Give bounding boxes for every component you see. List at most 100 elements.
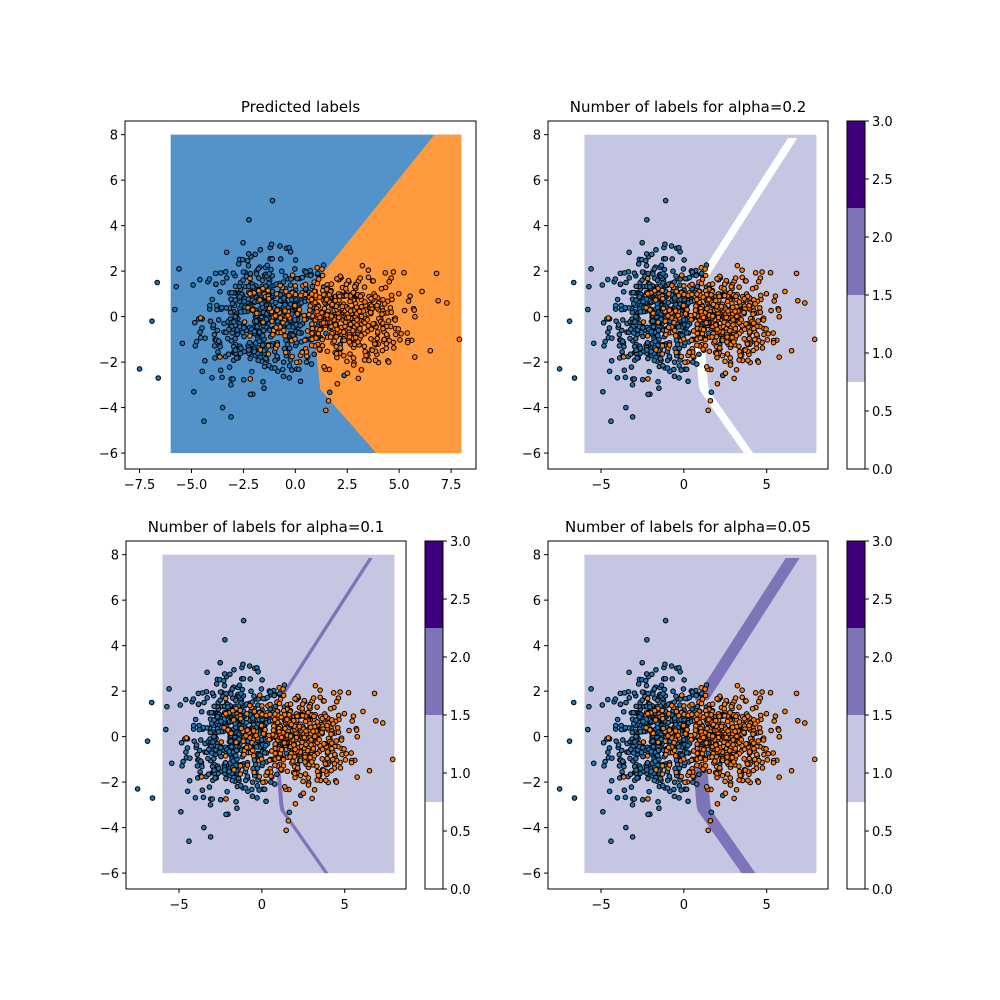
point-class-1 [321, 305, 328, 312]
point-class-0 [678, 787, 684, 793]
point-class-1 [302, 337, 308, 344]
point-class-1 [230, 717, 237, 723]
point-class-0 [217, 697, 223, 703]
point-class-1 [312, 299, 318, 306]
point-class-0 [616, 343, 623, 349]
point-class-1 [361, 343, 368, 350]
point-class-1 [333, 350, 340, 357]
point-class-1 [663, 331, 669, 338]
point-class-1 [249, 739, 255, 746]
point-class-1 [772, 713, 779, 719]
point-class-1 [350, 362, 357, 368]
y-tick-label: −6 [522, 867, 541, 882]
colorbar-tick-label: 1.5 [872, 289, 893, 304]
panel-3: −5 0 5 −6 −4 −2 0 2 4 6 8 Number of labels for alph… [100, 518, 471, 913]
x-tick-label: 5 [763, 478, 771, 493]
point-class-1 [761, 751, 767, 758]
point-class-0 [217, 343, 223, 350]
point-class-0 [211, 717, 217, 723]
point-class-1 [666, 727, 673, 734]
point-class-1 [659, 351, 666, 357]
point-class-1 [733, 313, 740, 320]
point-class-1 [362, 299, 368, 305]
point-class-1 [732, 325, 739, 332]
point-class-1 [733, 293, 739, 300]
y-tick-label: 4 [110, 220, 118, 235]
point-class-0 [586, 283, 592, 290]
point-class-0 [251, 348, 258, 355]
point-class-0 [261, 786, 268, 793]
point-class-0 [623, 404, 629, 411]
point-class-0 [639, 659, 645, 666]
point-class-0 [606, 368, 613, 375]
point-class-1 [291, 753, 298, 760]
point-class-1 [671, 319, 677, 326]
point-class-1 [680, 302, 687, 309]
point-class-0 [228, 414, 234, 420]
point-class-1 [746, 329, 753, 335]
point-class-1 [272, 711, 278, 717]
point-class-0 [215, 317, 222, 323]
point-class-0 [654, 697, 661, 704]
point-class-1 [357, 275, 363, 281]
point-class-0 [675, 744, 682, 750]
point-class-0 [631, 796, 638, 802]
point-class-1 [358, 332, 364, 339]
point-class-0 [211, 343, 218, 349]
point-class-0 [621, 690, 628, 696]
point-class-1 [689, 281, 695, 288]
point-class-0 [690, 359, 696, 365]
point-class-0 [239, 329, 246, 336]
plot-area [556, 134, 818, 454]
point-class-1 [289, 353, 295, 360]
point-class-1 [645, 796, 651, 802]
point-class-0 [623, 824, 629, 831]
point-class-1 [693, 716, 700, 723]
point-class-1 [334, 275, 340, 282]
point-class-0 [166, 686, 172, 692]
point-class-0 [224, 788, 230, 795]
y-tick-label: 4 [111, 640, 119, 655]
point-class-1 [767, 689, 774, 696]
point-class-0 [246, 216, 252, 223]
point-class-1 [671, 739, 677, 746]
colorbar-tick-label: 2.5 [872, 173, 893, 188]
point-class-1 [749, 285, 756, 292]
point-class-0 [227, 309, 234, 316]
point-class-1 [335, 712, 342, 719]
point-class-0 [178, 739, 185, 746]
point-class-0 [287, 282, 294, 288]
point-class-0 [178, 808, 184, 815]
ambiguity-band-2 [693, 765, 756, 874]
point-class-0 [662, 617, 669, 624]
point-class-0 [264, 262, 271, 269]
point-class-1 [605, 315, 612, 321]
point-class-1 [293, 359, 300, 366]
y-tick-label: 2 [111, 685, 119, 700]
point-class-1 [357, 325, 363, 332]
point-class-0 [655, 798, 661, 805]
point-class-1 [764, 337, 771, 343]
point-class-0 [232, 697, 239, 704]
point-class-1 [247, 333, 253, 339]
point-class-1 [354, 322, 360, 328]
point-class-1 [266, 736, 272, 743]
point-class-1 [673, 769, 679, 776]
point-class-1 [365, 267, 372, 273]
point-class-0 [650, 271, 656, 277]
point-class-0 [207, 834, 214, 840]
point-class-0 [207, 729, 214, 736]
point-class-0 [612, 696, 619, 702]
point-class-0 [600, 808, 606, 815]
point-class-0 [186, 838, 192, 845]
point-class-0 [136, 366, 143, 372]
point-class-0 [662, 241, 668, 248]
point-class-1 [678, 353, 685, 360]
y-tick-label: 2 [533, 685, 541, 700]
point-class-0 [177, 702, 184, 708]
point-class-1 [363, 352, 369, 359]
y-tick-label: 6 [111, 594, 119, 609]
point-class-1 [342, 757, 349, 763]
point-class-1 [730, 737, 736, 743]
point-class-1 [339, 303, 346, 310]
